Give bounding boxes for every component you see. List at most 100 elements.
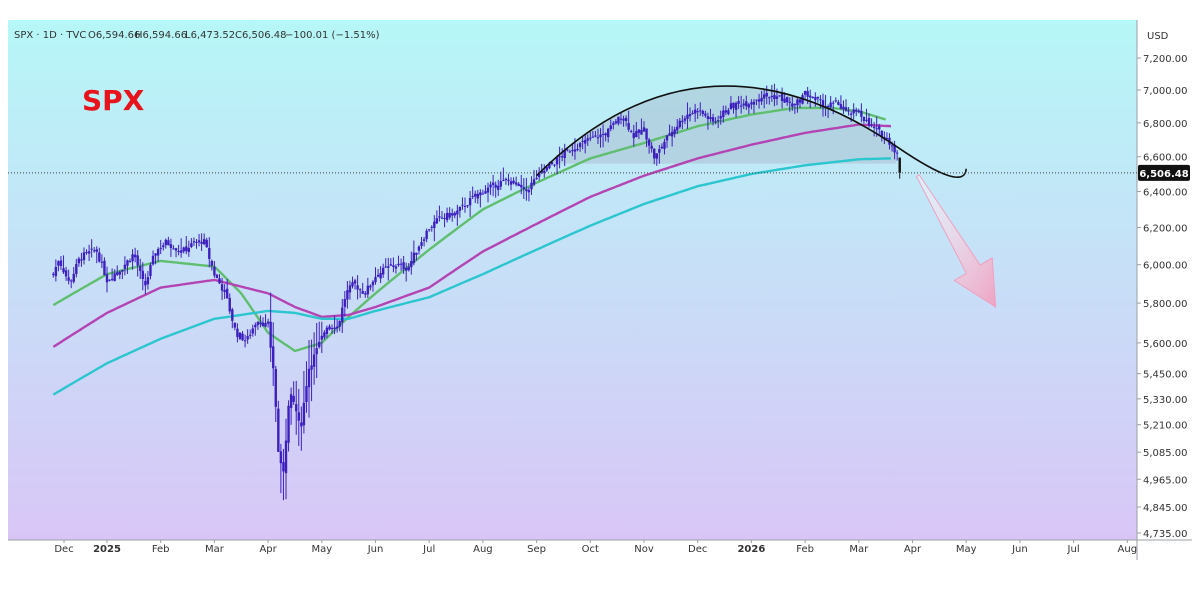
candle-body [834,100,837,102]
candle-body [811,96,814,99]
candle-body [783,98,786,103]
candle-body [215,274,219,279]
candle-body [640,130,643,135]
candle-body [870,124,873,126]
candle-body [550,161,554,165]
candle-body [612,123,615,125]
y-tick-label: 6,800.00 [1143,119,1188,130]
candle-body [768,97,771,99]
candle-body [676,126,679,131]
candle-body [103,260,106,276]
candle-body [696,111,699,113]
candle-body [821,100,825,108]
candle-body [724,110,728,113]
candle-body [121,269,124,272]
candle-body [251,328,254,334]
x-tick-label: Feb [796,544,814,555]
candle-body [190,243,193,247]
candle-body [594,135,597,137]
ma-line-mid [52,123,892,348]
candle-body [246,336,249,340]
candle-body [218,278,221,284]
candle-body [791,103,794,107]
candle-body [438,216,441,218]
candle-body [678,120,681,128]
candle-body [151,255,155,265]
candle-body [82,252,86,261]
candle-body [578,143,582,148]
candle-body [105,274,109,283]
candle-body [494,184,497,188]
candle-body [752,101,756,105]
candle-body [663,141,666,149]
candle-body [131,254,134,262]
y-tick-label: 4,845.00 [1143,503,1188,514]
candle-body [589,137,592,139]
candle-body [745,101,748,107]
candle-body [371,281,375,286]
currency-label: USD [1147,31,1169,42]
candle-body [553,164,556,166]
x-tick-label: Aug [473,544,493,555]
candle-body [243,340,247,342]
time-axis-background [8,540,1192,560]
y-tick-label: 4,735.00 [1143,529,1188,540]
candle-body [481,193,485,195]
candle-body [630,131,633,133]
candle-body [463,205,467,207]
candle-body [128,260,132,263]
candle-body [159,247,162,249]
candle-body [576,149,579,151]
candle-body [844,107,848,111]
candle-body [300,422,303,427]
candle-body [627,123,630,130]
candle-body [796,99,799,106]
price-axis[interactable]: 7,200.00 7,000.00 6,800.00 6,600.00 6,400.00… [1137,54,1188,540]
candle-body [527,189,531,193]
candle-body [476,193,479,199]
candle-body [778,95,781,97]
candle-body [803,91,807,95]
candle-body [722,110,725,118]
candle-body [468,197,472,206]
chart-header-high: H6,594.66 [135,30,187,41]
candle-body [167,240,170,246]
candle-body [141,270,144,279]
candle-body [118,271,121,275]
candle-body [532,179,536,185]
candle-body [525,189,528,192]
candle-body [80,259,83,261]
candle-body [862,117,866,122]
candle-body [62,268,65,273]
candle-body [318,341,321,348]
candle-body [604,133,607,136]
candle-body [614,121,618,124]
candle-body [867,117,871,126]
candle-body [461,204,464,206]
candle-body [670,131,674,137]
candle-body [144,280,147,286]
candle-body [259,322,262,325]
candle-body [739,105,743,107]
candle-body [197,240,201,243]
candle-body [72,273,75,282]
candle-body [156,248,160,256]
candle-body [392,265,395,268]
candle-body [875,128,878,130]
candle-body [497,185,500,190]
time-axis[interactable]: Dec 2025 Feb Mar Apr May Jun Jul Aug Sep Oct Nov Dec… [54,540,1137,555]
candle-body [85,251,88,253]
candle-body [509,181,513,185]
candle-body [655,153,658,159]
candle-body [412,252,416,264]
candle-body [893,144,896,153]
candle-body [379,272,382,279]
y-tick-label: 6,000.00 [1143,261,1188,272]
candle-body [295,404,298,412]
candle-body [658,149,661,153]
candle-body [484,191,487,194]
x-tick-label: Mar [205,544,225,555]
x-tick-label: Apr [259,544,277,555]
